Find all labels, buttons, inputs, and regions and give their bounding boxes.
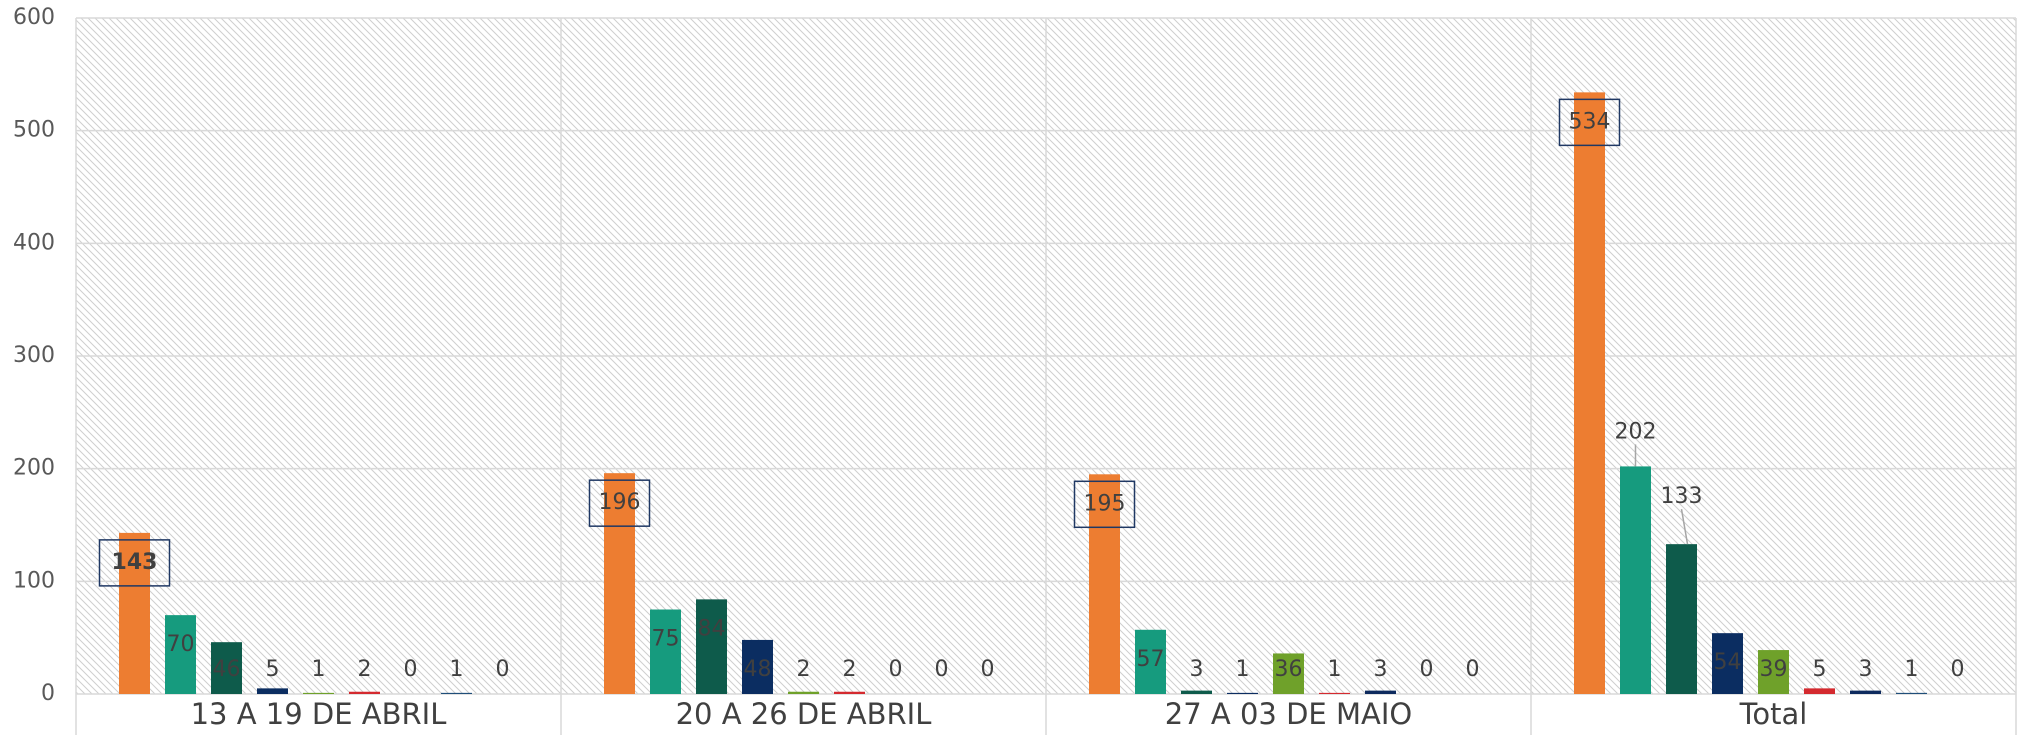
data-label: 48 (744, 657, 772, 682)
y-tick-label: 400 (13, 230, 55, 255)
data-label: 2 (358, 657, 372, 682)
bar (1319, 692, 1350, 694)
data-label: 0 (935, 657, 949, 682)
data-label: 1 (1328, 657, 1342, 682)
data-label: 57 (1137, 647, 1165, 672)
bar (1712, 633, 1743, 694)
bar (1089, 474, 1120, 694)
data-label: 0 (404, 657, 418, 682)
data-label: 2 (843, 657, 857, 682)
data-label: 0 (889, 657, 903, 682)
data-label: 46 (213, 657, 241, 682)
x-tick-label: 27 A 03 DE MAIO (1165, 697, 1412, 731)
data-label: 133 (1661, 484, 1703, 509)
data-label: 0 (1466, 657, 1480, 682)
bar (1620, 466, 1651, 694)
data-label: 196 (599, 490, 641, 515)
y-tick-label: 300 (13, 343, 55, 368)
bar (441, 692, 472, 694)
data-label: 0 (496, 657, 510, 682)
label-box (1073, 480, 1136, 529)
data-label: 1 (1236, 657, 1250, 682)
y-tick-label: 600 (13, 5, 55, 30)
data-label: 534 (1569, 109, 1611, 134)
data-label: 39 (1760, 657, 1788, 682)
label-box (98, 539, 171, 587)
data-label: 2 (797, 657, 811, 682)
data-label: 202 (1615, 419, 1657, 444)
data-label: 3 (1859, 657, 1873, 682)
y-tick-label: 100 (13, 568, 55, 593)
bar (1896, 692, 1927, 694)
bar (303, 692, 334, 694)
data-label: 84 (698, 616, 726, 641)
bar (119, 532, 150, 694)
data-label: 36 (1275, 657, 1303, 682)
data-label: 1 (312, 657, 326, 682)
data-label: 3 (1190, 657, 1204, 682)
bar (1365, 690, 1396, 694)
data-label: 0 (1420, 657, 1434, 682)
data-label: 5 (1813, 657, 1827, 682)
bar (834, 691, 865, 694)
bar (1273, 653, 1304, 694)
leader-line (1680, 509, 1689, 545)
bar (1181, 690, 1212, 694)
bar (1804, 688, 1835, 694)
data-label: 143 (112, 550, 158, 575)
bar (742, 639, 773, 694)
bar (349, 691, 380, 694)
data-label: 0 (981, 657, 995, 682)
bar (1135, 629, 1166, 694)
label-box (588, 479, 651, 527)
bar (788, 691, 819, 694)
bar (1666, 544, 1697, 694)
y-tick-label: 0 (41, 681, 55, 706)
bar (696, 599, 727, 694)
bar (257, 688, 288, 694)
bar (211, 642, 242, 694)
data-label: 0 (1951, 657, 1965, 682)
bar (165, 615, 196, 694)
data-label: 195 (1084, 491, 1126, 516)
data-label: 70 (167, 632, 195, 657)
data-label: 3 (1374, 657, 1388, 682)
data-label: 1 (1905, 657, 1919, 682)
label-box (1558, 98, 1621, 147)
bar (604, 473, 635, 694)
y-tick-label: 500 (13, 118, 55, 143)
data-label: 75 (652, 627, 680, 652)
bar (1227, 692, 1258, 694)
bar (1758, 650, 1789, 694)
data-label: 1 (450, 657, 464, 682)
x-tick-label: 20 A 26 DE ABRIL (676, 697, 932, 731)
data-label: 5 (266, 657, 280, 682)
x-tick-label: Total (1739, 697, 1808, 731)
x-tick-label: 13 A 19 DE ABRIL (191, 697, 447, 731)
y-tick-label: 200 (13, 456, 55, 481)
bar (1574, 92, 1605, 695)
data-label: 54 (1714, 650, 1742, 675)
bar (1850, 690, 1881, 694)
bar (650, 609, 681, 694)
